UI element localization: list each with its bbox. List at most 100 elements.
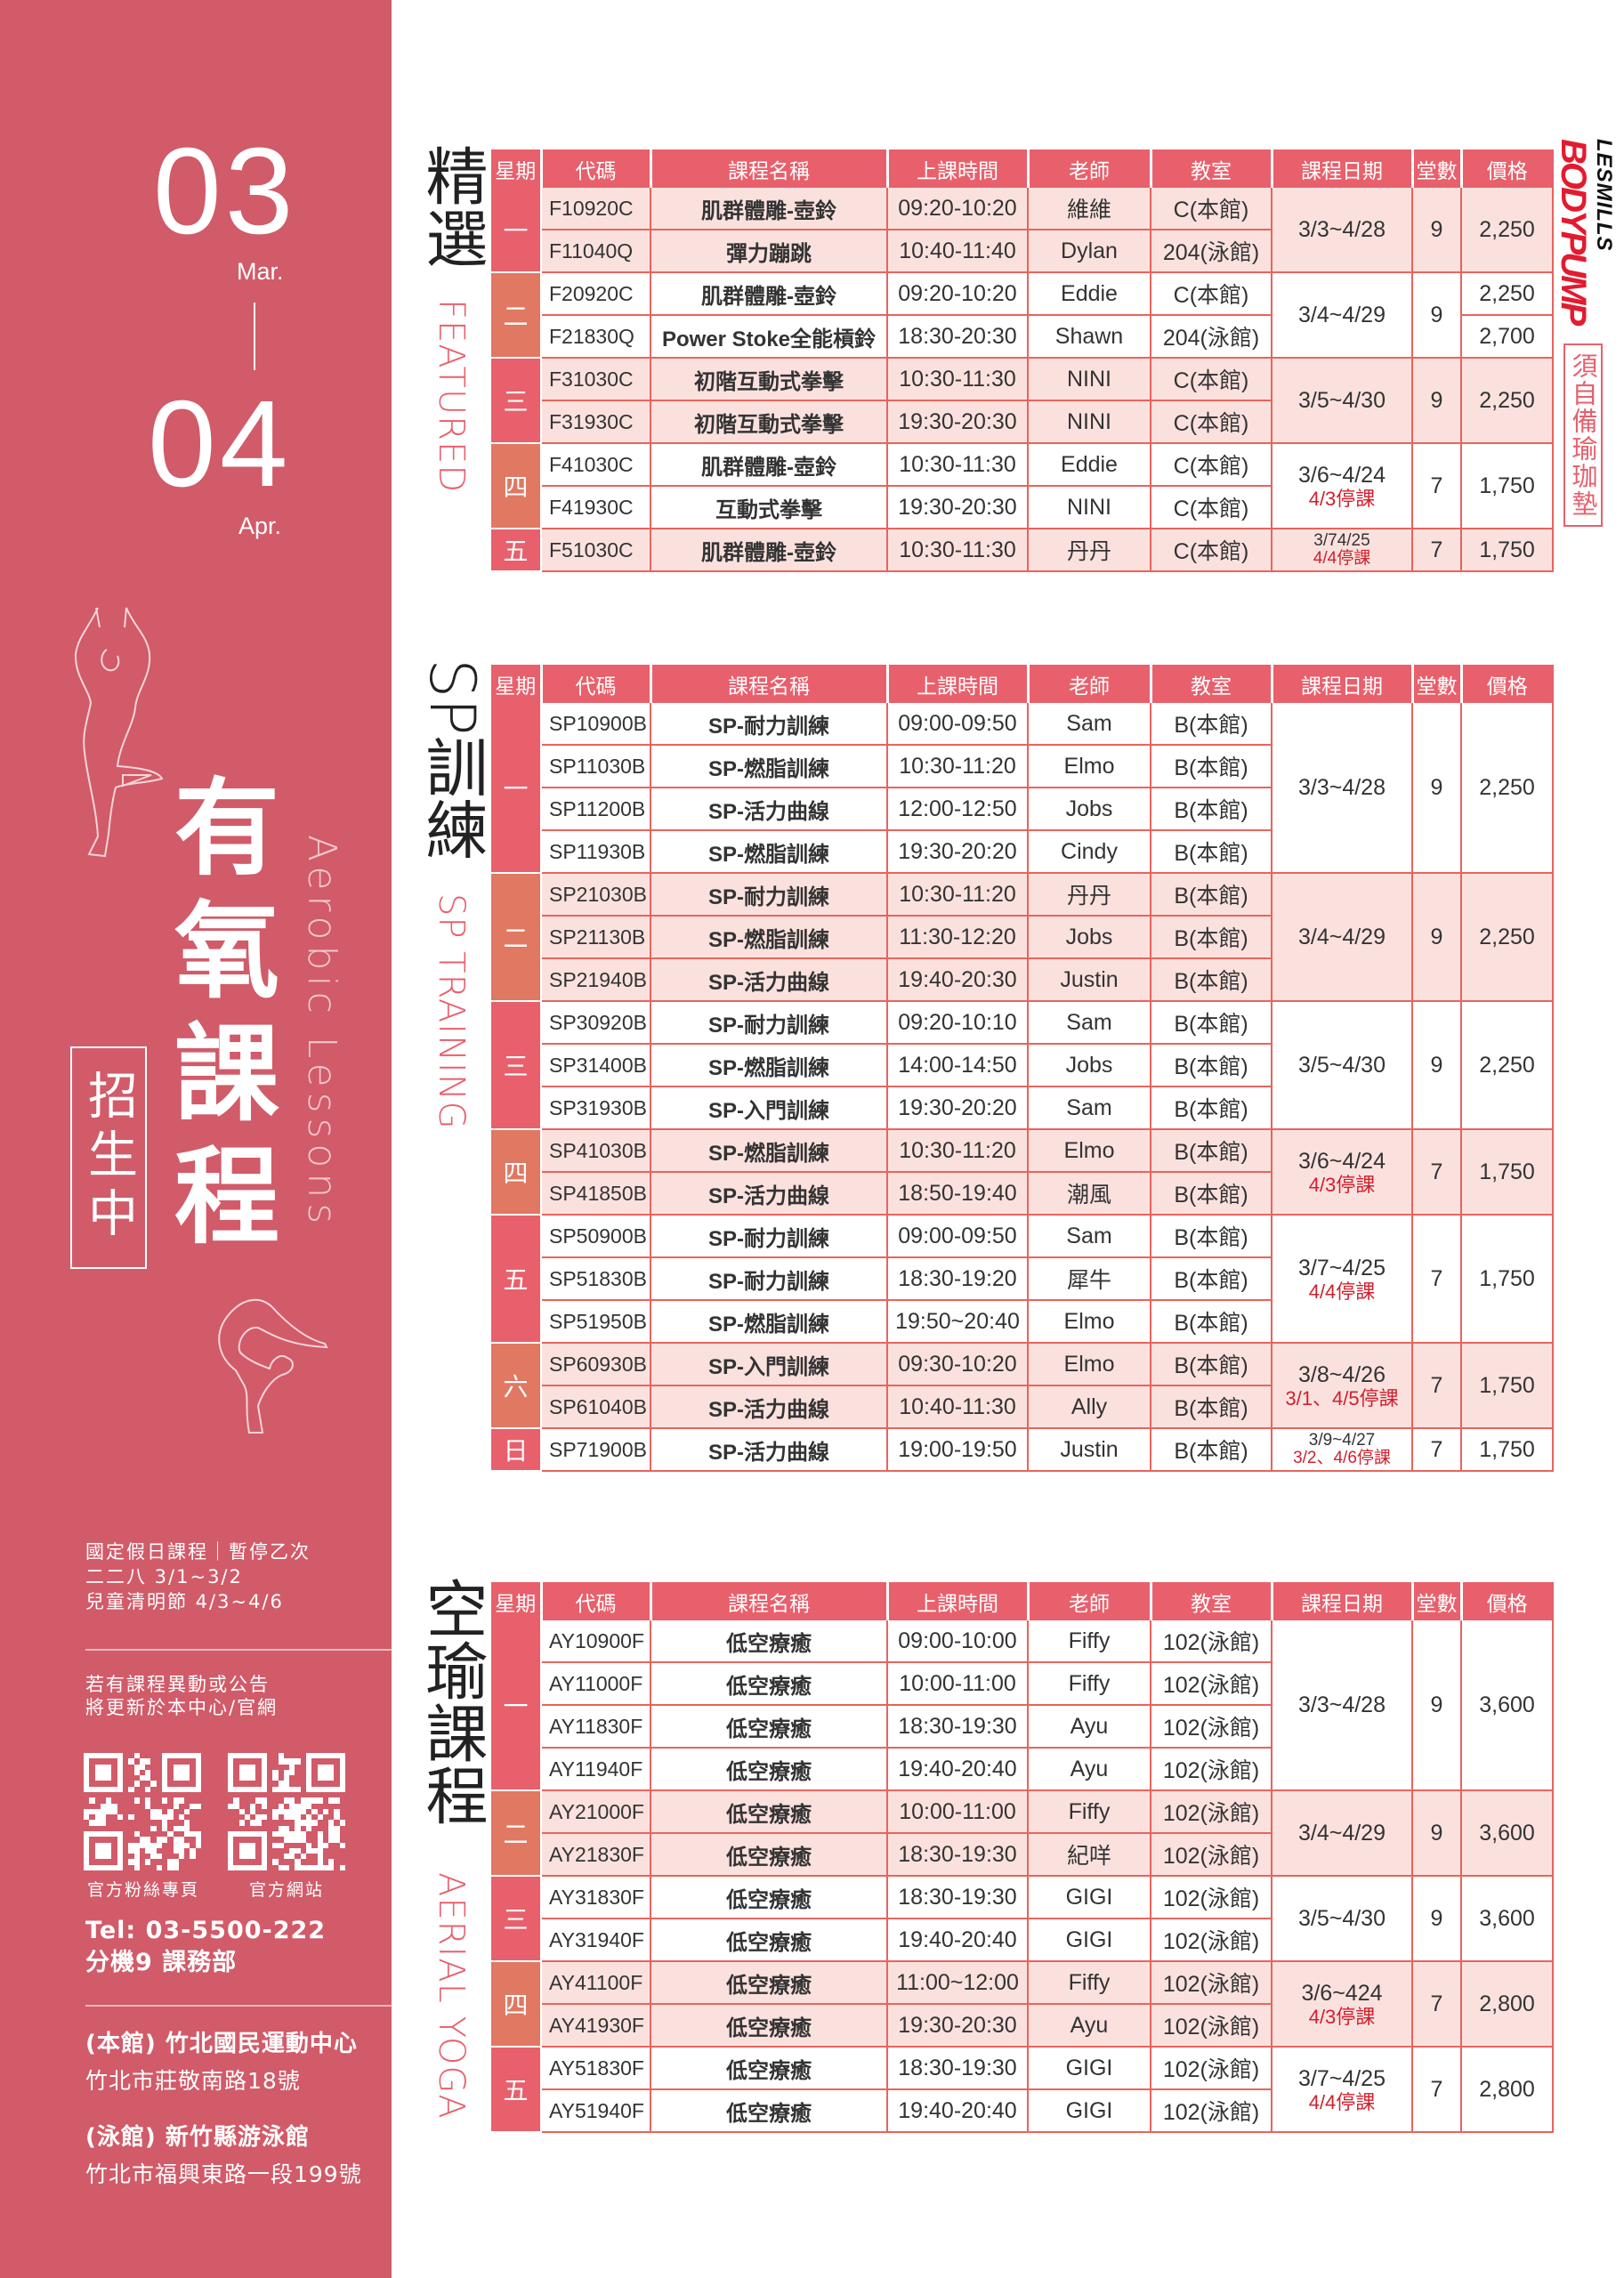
- course-code-cell: SP51950B: [540, 1299, 651, 1344]
- weekday-cell: 四: [491, 442, 542, 529]
- session-count-cell: 9: [1411, 1789, 1462, 1877]
- qr-label-website: 官方網站: [249, 1880, 325, 1900]
- table-row: AY31940F 低空療癒 19:40-20:40 GIGI 102(泳館): [491, 1918, 1553, 1962]
- class-time-cell: 11:00~12:00: [886, 1960, 1029, 2005]
- classroom-cell: B(本館): [1150, 1385, 1273, 1429]
- course-name-cell: 低空療癒: [650, 1875, 888, 1919]
- teacher-cell: Ayu: [1027, 2003, 1151, 2048]
- teacher-cell: Fiffy: [1027, 1789, 1151, 1834]
- classroom-cell: 204(泳館): [1150, 229, 1273, 273]
- course-code-cell: AY11940F: [540, 1747, 651, 1791]
- classroom-cell: B(本館): [1150, 829, 1273, 874]
- class-time-cell: 19:30-20:30: [886, 400, 1029, 444]
- course-code-cell: SP11200B: [540, 787, 651, 831]
- class-time-cell: 18:30-19:30: [886, 1704, 1029, 1749]
- course-code-cell: F21830Q: [540, 314, 651, 359]
- course-name-cell: 低空療癒: [650, 2046, 888, 2090]
- table-row: 二 F20920C 肌群體雕-壺鈴 09:20-10:20 Eddie C(本館) 3/4~…: [491, 271, 1554, 359]
- classroom-cell: 102(泳館): [1150, 1789, 1273, 1834]
- qr-code-website[interactable]: [228, 1753, 345, 1870]
- course-dates-cell: 3/3~4/28: [1271, 1619, 1413, 1791]
- course-name-cell: SP-耐力訓練: [650, 701, 888, 746]
- session-count-cell: 7: [1411, 1342, 1462, 1429]
- teacher-cell: Elmo: [1027, 1299, 1151, 1344]
- column-header: 課程日期: [1270, 1582, 1413, 1620]
- class-time-cell: 18:50-19:40: [886, 1171, 1029, 1216]
- course-dates: 3/4~4/29: [1297, 925, 1386, 949]
- course-name-cell: SP-活力曲線: [650, 1427, 888, 1472]
- cancellation-note: 4/4停課: [1313, 549, 1371, 568]
- classroom-cell: C(本館): [1150, 400, 1273, 444]
- price-cell: 2,250: [1460, 701, 1554, 874]
- course-name-cell: 肌群體雕-壺鈴: [650, 186, 888, 230]
- price-cell: 2,250: [1460, 271, 1554, 316]
- course-dates: 3/5~4/30: [1297, 1053, 1386, 1078]
- main-title: 有 氧 課 程: [169, 767, 285, 1258]
- column-header: 上課時間: [885, 1582, 1029, 1620]
- divider: [85, 2005, 392, 2007]
- teacher-cell: Ayu: [1027, 1747, 1151, 1791]
- course-dates-cell: 3/4~4/29: [1271, 1789, 1413, 1877]
- sp-training-title: SP訓練: [416, 658, 489, 860]
- session-count-cell: 9: [1411, 872, 1462, 1002]
- table-row: AY11830F 低空療癒 18:30-19:30 Ayu 102(泳館): [491, 1704, 1553, 1749]
- session-count-cell: 9: [1411, 357, 1462, 444]
- course-code-cell: SP11930B: [540, 829, 651, 874]
- class-time-cell: 09:20-10:10: [886, 1000, 1029, 1045]
- session-count-cell: 7: [1411, 1128, 1462, 1216]
- course-code-cell: F41030C: [540, 442, 651, 487]
- table-row: AY11000F 低空療癒 10:00-11:00 Fiffy 102(泳館): [491, 1661, 1553, 1706]
- qr-code-fanpage[interactable]: [84, 1753, 201, 1870]
- table-row: 三 F31030C 初階互動式拳擊 10:30-11:30 NINI C(本館) 3/5~4…: [491, 357, 1554, 444]
- teacher-cell: Sam: [1027, 1086, 1151, 1130]
- course-dates-cell: 3/6~4/24 4/3停課: [1271, 442, 1413, 529]
- course-code-cell: AY21830F: [540, 1832, 651, 1877]
- course-code-cell: F41930C: [540, 485, 651, 529]
- weekday-cell: 一: [491, 186, 542, 273]
- table-row: SP11200B SP-活力曲線 12:00-12:50 Jobs B(本館): [491, 787, 1553, 831]
- table-row: AY11940F 低空療癒 19:40-20:40 Ayu 102(泳館): [491, 1747, 1553, 1791]
- course-name-cell: 低空療癒: [650, 1789, 888, 1834]
- classroom-cell: 102(泳館): [1150, 1661, 1273, 1706]
- column-header: 星期: [491, 665, 542, 703]
- session-count-cell: 9: [1411, 1875, 1462, 1962]
- course-code-cell: SP61040B: [540, 1385, 651, 1429]
- contact: Tel: 03-5500-222 分機9 課務部: [85, 1915, 326, 1979]
- teacher-cell: Justin: [1027, 957, 1151, 1002]
- course-code-cell: F31030C: [540, 357, 651, 401]
- session-count-cell: 9: [1411, 1000, 1462, 1130]
- course-name-cell: 低空療癒: [650, 1661, 888, 1706]
- classroom-cell: B(本館): [1150, 1342, 1273, 1386]
- course-name-cell: SP-入門訓練: [650, 1086, 888, 1130]
- course-name-cell: SP-活力曲線: [650, 1385, 888, 1429]
- teacher-cell: Dylan: [1027, 229, 1151, 273]
- price-cell: 3,600: [1460, 1875, 1554, 1962]
- cancellation-note: 4/3停課: [1308, 1174, 1376, 1196]
- classroom-cell: B(本館): [1150, 701, 1273, 746]
- weekday-cell: 二: [491, 872, 542, 1002]
- month-divider: [254, 303, 255, 370]
- class-time-cell: 18:30-19:30: [886, 1875, 1029, 1919]
- table-header-row: 星期 代碼 課程名稱 上課時間 老師 教室 課程日期 堂數 價格: [491, 1582, 1554, 1620]
- price-cell: 2,700: [1460, 314, 1554, 359]
- course-code-cell: AY41930F: [540, 2003, 651, 2048]
- table-header-row: 星期 代碼 課程名稱 上課時間 老師 教室 課程日期 堂數 價格: [491, 665, 1554, 703]
- aerial-yoga-schedule-table: 星期 代碼 課程名稱 上課時間 老師 教室 課程日期 堂數 價格一 AY10900F 低空療癒 09:…: [491, 1582, 1554, 2133]
- bodypump-text: BODYPUMP: [1554, 139, 1593, 324]
- table-row: 日 SP71900B SP-活力曲線 19:00-19:50 Justin B(本館) 3/…: [491, 1427, 1554, 1472]
- divider: [85, 1649, 392, 1651]
- weekday-cell: 六: [491, 1342, 542, 1429]
- teacher-cell: Sam: [1027, 1214, 1151, 1258]
- table-row: 四 F41030C 肌群體雕-壺鈴 10:30-11:30 Eddie C(本館) 3/6~…: [491, 442, 1554, 529]
- classroom-cell: C(本館): [1150, 186, 1273, 230]
- sp-training-schedule-table: 星期 代碼 課程名稱 上課時間 老師 教室 課程日期 堂數 價格一 SP10900B SP-耐力訓練…: [491, 665, 1554, 1472]
- course-name-cell: 低空療癒: [650, 1960, 888, 2005]
- qr-label-fanpage: 官方粉絲專頁: [87, 1880, 200, 1900]
- teacher-cell: Elmo: [1027, 1342, 1151, 1386]
- course-name-cell: 肌群體雕-壺鈴: [650, 528, 888, 572]
- weekday-cell: 二: [491, 271, 542, 359]
- course-name-cell: SP-活力曲線: [650, 957, 888, 1002]
- sidebar: 03 Mar. 04 Apr. 有 氧 課 程 Aerobic Lessons …: [0, 0, 392, 2278]
- class-time-cell: 09:20-10:20: [886, 271, 1029, 316]
- teacher-cell: Jobs: [1027, 1043, 1151, 1087]
